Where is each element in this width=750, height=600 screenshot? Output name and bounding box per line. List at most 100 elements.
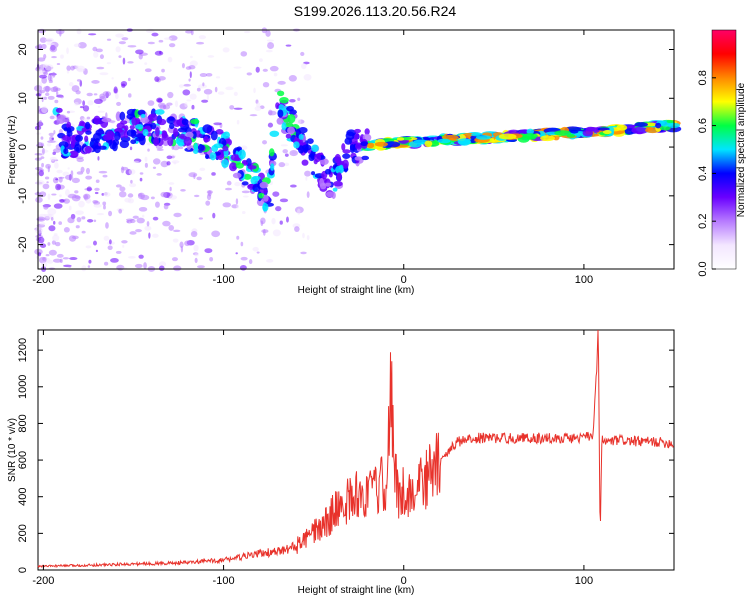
- spectrogram-noise-mark: [59, 194, 62, 198]
- spectrogram-noise-mark: [178, 84, 184, 88]
- spectrogram-signal-mark: [153, 136, 159, 147]
- spectrogram-noise-mark: [144, 162, 148, 168]
- spectrogram-noise-mark: [139, 177, 143, 182]
- spectrogram-noise-mark: [194, 257, 198, 263]
- spectrogram-noise-mark: [136, 217, 145, 224]
- spectrogram-noise-mark: [302, 232, 305, 239]
- spectrogram-noise-mark: [50, 217, 54, 221]
- spectrogram-noise-mark: [52, 258, 62, 263]
- spectrogram-signal-mark: [205, 154, 210, 160]
- spectrogram-noise-mark: [41, 43, 47, 50]
- spectrogram-signal-mark: [140, 113, 146, 118]
- spectrogram-noise-mark: [196, 41, 205, 45]
- spectrogram-noise-mark: [79, 106, 85, 109]
- spectrogram-noise-mark: [253, 87, 256, 94]
- spectrogram-signal-mark: [554, 130, 572, 136]
- spectrogram-noise-mark: [41, 106, 48, 114]
- spectrogram-noise-mark: [273, 72, 278, 77]
- spectrogram-noise-mark: [96, 66, 105, 70]
- spectrogram-signal-mark: [302, 144, 312, 151]
- snr-series-line: [37, 329, 674, 569]
- spectrogram-noise-mark: [154, 50, 164, 56]
- spectrogram-noise-mark: [184, 240, 191, 247]
- spectrogram-signal-mark: [230, 154, 241, 161]
- spectrogram-x-ticks: -200 -100 0 100: [32, 30, 593, 286]
- spectrogram-noise-mark: [53, 220, 56, 225]
- spectrogram-x-tick-label: 100: [575, 274, 593, 286]
- spectrogram-signal-mark: [183, 136, 193, 147]
- spectrogram-noise-mark: [35, 132, 42, 135]
- spectrogram-noise-mark: [35, 196, 43, 203]
- spectrogram-signal-mark: [432, 140, 440, 144]
- spectrogram-noise-mark: [93, 203, 102, 208]
- spectrogram-noise-mark: [85, 245, 92, 249]
- spectrogram-noise-mark: [225, 86, 234, 91]
- snr-panel: -200 -100 0 100 0 200 400 600 800 1000 1200 Heigh…: [7, 329, 675, 596]
- spectrogram-signal-mark: [332, 187, 338, 192]
- snr-y-tick-label: 400: [17, 488, 29, 506]
- spectrogram-noise-mark: [46, 181, 49, 184]
- spectrogram-signal-mark: [66, 121, 72, 130]
- spectrogram-noise-mark: [271, 217, 276, 225]
- spectrogram-noise-mark: [52, 234, 60, 242]
- spectrogram-noise-mark: [163, 204, 169, 210]
- spectrogram-noise-mark: [185, 30, 193, 34]
- spectrogram-noise-mark: [138, 254, 144, 259]
- snr-y-tick-label: 600: [17, 451, 29, 469]
- spectrogram-signal-mark: [115, 111, 122, 122]
- spectrogram-noise-mark: [289, 149, 298, 157]
- spectrogram-noise-mark: [75, 210, 84, 215]
- spectrogram-noise-mark: [124, 197, 132, 203]
- spectrogram-noise-mark: [143, 262, 147, 269]
- spectrogram-signal-mark: [498, 133, 517, 140]
- spectrogram-noise-mark: [47, 140, 56, 143]
- spectrogram-noise-mark: [162, 220, 171, 227]
- spectrogram-noise-mark: [267, 122, 274, 128]
- spectrogram-noise-mark: [46, 42, 55, 46]
- spectrogram-noise-mark: [43, 204, 49, 210]
- spectrogram-noise-mark: [184, 102, 188, 108]
- spectrogram-noise-mark: [256, 251, 260, 254]
- spectrogram-noise-mark: [115, 93, 119, 100]
- spectrogram-signal-mark: [119, 111, 126, 121]
- spectrogram-noise-mark: [198, 35, 207, 40]
- spectrogram-noise-mark: [56, 169, 63, 174]
- snr-y-tick-label: 800: [17, 414, 29, 432]
- spectrogram-noise-mark: [41, 147, 45, 155]
- spectrogram-noise-mark: [262, 81, 270, 88]
- spectrogram-noise-mark: [240, 51, 248, 57]
- spectrogram-noise-mark: [97, 110, 105, 113]
- spectrogram-noise-mark: [66, 47, 69, 55]
- spectrogram-noise-mark: [53, 203, 63, 209]
- spectrogram-noise-mark: [189, 93, 197, 100]
- spectrogram-noise-mark: [85, 167, 90, 175]
- spectrogram-signal-mark: [250, 176, 259, 185]
- spectrogram-noise-mark: [80, 166, 85, 173]
- spectrogram-signal-mark: [342, 149, 351, 154]
- spectrogram-signal-mark: [284, 122, 294, 128]
- spectrogram-noise-mark: [160, 191, 168, 198]
- spectrogram-signal-mark: [281, 122, 287, 131]
- spectrogram-noise-mark: [68, 82, 74, 87]
- spectrogram-signal-mark: [471, 133, 481, 137]
- spectrogram-noise-mark: [34, 152, 43, 156]
- spectrogram-noise-mark: [119, 186, 126, 192]
- spectrogram-signal-mark: [157, 118, 167, 126]
- spectrogram-noise-mark: [129, 183, 137, 188]
- spectrogram-noise-mark: [47, 193, 51, 201]
- spectrogram-noise-mark: [50, 86, 58, 93]
- chart-title: S199.2026.113.20.56.R24: [294, 3, 457, 19]
- spectrogram-noise-mark: [199, 152, 205, 155]
- spectrogram-signal-mark: [84, 145, 92, 154]
- spectrogram-signal-mark: [190, 118, 200, 125]
- spectrogram-signal-mark: [173, 127, 179, 138]
- spectrogram-noise-mark: [122, 57, 126, 65]
- colorbar-tick-label: 0.4: [697, 166, 709, 181]
- spectrogram-noise-mark: [51, 193, 57, 196]
- spectrogram-noise-mark: [76, 28, 82, 35]
- spectrogram-noise-mark: [186, 99, 192, 102]
- spectrogram-noise-mark: [76, 157, 84, 163]
- snr-x-label: Height of straight line (km): [298, 585, 415, 596]
- spectrogram-noise-mark: [51, 137, 54, 140]
- spectrogram-noise-mark: [158, 76, 166, 81]
